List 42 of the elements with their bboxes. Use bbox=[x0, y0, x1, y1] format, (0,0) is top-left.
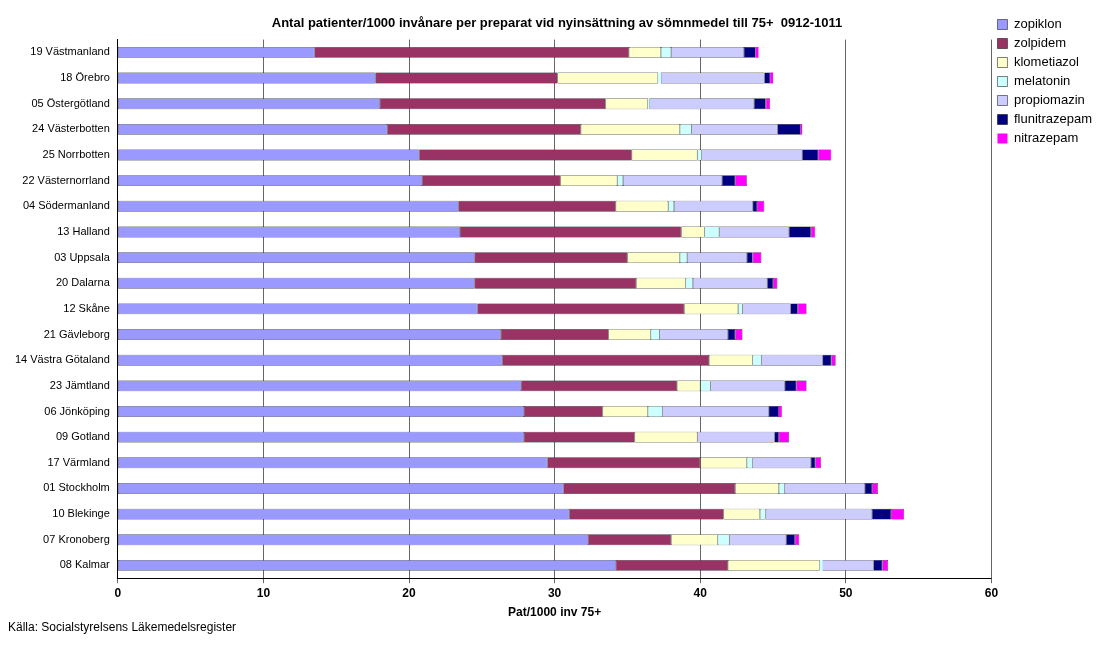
x-tick-label: 60 bbox=[984, 585, 999, 600]
y-tick-label: 09 Gotland bbox=[55, 430, 110, 443]
y-tick-label: 04 Södermanland bbox=[22, 199, 110, 212]
y-tick-label: 03 Uppsala bbox=[54, 250, 111, 263]
chart-title: Antal patienter/1000 invånare per preparat vid nyinsättning av sömnmedel till 75+ 0912-1011 bbox=[271, 15, 843, 31]
y-tick-label: 10 Blekinge bbox=[52, 507, 110, 520]
legend-label: flunitrazepam bbox=[1013, 111, 1093, 127]
y-tick-label: 01 Stockholm bbox=[43, 481, 110, 494]
bar bbox=[778, 406, 782, 417]
y-tick-label: 23 Jämtland bbox=[49, 378, 110, 391]
legend-label: zopiklon bbox=[1013, 16, 1062, 32]
x-tick-label: 40 bbox=[693, 585, 708, 600]
y-tick-label: 14 Västra Götaland bbox=[14, 353, 110, 366]
x-tick-label: 50 bbox=[839, 585, 853, 600]
y-tick-label: 24 Västerbotten bbox=[32, 122, 110, 135]
y-tick-label: 12 Skåne bbox=[63, 301, 110, 314]
x-tick-label: 0 bbox=[114, 585, 122, 600]
x-tick-label: 30 bbox=[547, 585, 562, 600]
y-tick-label: 21 Gävleborg bbox=[43, 327, 110, 340]
x-axis-title: Pat/1000 inv 75+ bbox=[508, 605, 602, 620]
y-tick-label: 07 Kronoberg bbox=[43, 532, 110, 545]
y-tick-label: 13 Halland bbox=[57, 224, 110, 237]
bar bbox=[658, 72, 661, 84]
y-tick-label: 18 Örebro bbox=[60, 71, 110, 84]
y-tick-label: 17 Värmland bbox=[47, 455, 110, 468]
legend-label: nitrazepam bbox=[1013, 130, 1079, 146]
legend-label: zolpidem bbox=[1013, 35, 1066, 51]
y-tick-label: 20 Dalarna bbox=[55, 276, 111, 289]
y-tick-label: 05 Östergötland bbox=[31, 96, 110, 109]
bar bbox=[819, 559, 823, 571]
legend-label: melatonin bbox=[1013, 73, 1071, 89]
y-tick-label: 22 Västernorrland bbox=[22, 173, 110, 186]
legend-label: propiomazin bbox=[1013, 92, 1085, 108]
y-tick-label: 06 Jönköping bbox=[44, 404, 110, 417]
legend-label: klometiazol bbox=[1013, 54, 1080, 70]
y-tick-label: 19 Västmanland bbox=[30, 45, 110, 58]
y-tick-label: 25 Norrbotten bbox=[42, 148, 110, 161]
x-tick-label: 20 bbox=[402, 585, 416, 600]
bar bbox=[770, 72, 774, 84]
text: Källa: Socialstyrelsens Läkemedelsregister bbox=[8, 620, 237, 634]
x-tick-label: 10 bbox=[256, 585, 271, 600]
y-tick-label: 08 Kalmar bbox=[59, 558, 111, 571]
